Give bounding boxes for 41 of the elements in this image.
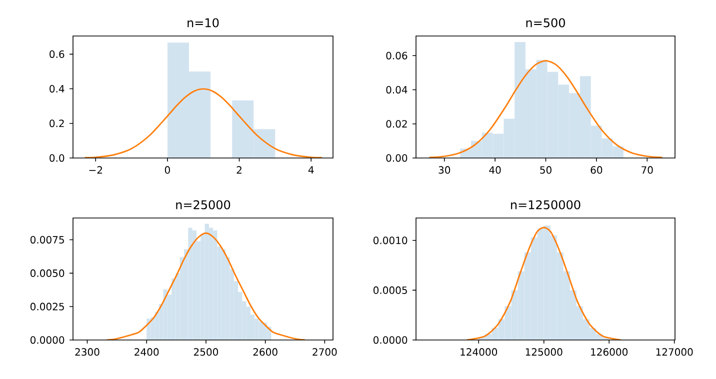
line-series bbox=[84, 88, 323, 158]
x-tick-label: −2 bbox=[89, 166, 102, 174]
x-tick-label: 2700 bbox=[312, 348, 337, 356]
y-tick-label: 0.0075 bbox=[30, 236, 64, 244]
x-tick-label: 2400 bbox=[134, 348, 159, 356]
y-tick-label: 0.0005 bbox=[374, 286, 407, 294]
y-tick-label: 0.6 bbox=[50, 50, 64, 58]
y-tick-label: 0.0 bbox=[50, 154, 64, 162]
y-tick-label: 0.4 bbox=[50, 84, 64, 93]
x-tick-label: 2600 bbox=[253, 348, 278, 356]
chart-title: n=500 bbox=[526, 18, 565, 28]
y-tick-label: 0.0025 bbox=[30, 302, 64, 310]
y-tick-label: 0.2 bbox=[50, 120, 64, 128]
x-tick-label: 2 bbox=[236, 166, 242, 174]
x-tick-label: 127000 bbox=[656, 348, 693, 356]
y-tick-label: 0.00 bbox=[386, 154, 408, 162]
x-tick-label: 60 bbox=[590, 166, 602, 174]
chart-title: n=10 bbox=[188, 18, 219, 28]
x-tick-label: 126000 bbox=[591, 348, 628, 356]
y-tick-label: 0.06 bbox=[386, 52, 408, 60]
line-series bbox=[106, 232, 306, 340]
y-tick-label: 0.0000 bbox=[30, 336, 64, 344]
y-tick-label: 0.04 bbox=[386, 86, 408, 94]
y-tick-label: 0.0000 bbox=[374, 336, 408, 344]
line-series bbox=[428, 60, 664, 158]
x-tick-label: 50 bbox=[540, 166, 552, 174]
x-tick-label: 2300 bbox=[75, 348, 100, 356]
x-tick-label: 4 bbox=[308, 166, 314, 174]
x-tick-label: 2500 bbox=[194, 348, 218, 356]
x-tick-label: 40 bbox=[489, 166, 501, 174]
x-tick-label: 30 bbox=[438, 166, 450, 174]
x-tick-label: 124000 bbox=[460, 348, 498, 356]
y-tick-label: 0.0050 bbox=[30, 269, 64, 277]
x-tick-label: 125000 bbox=[526, 348, 562, 356]
x-tick-label: 0 bbox=[164, 166, 170, 174]
y-tick-label: 0.0010 bbox=[374, 236, 408, 244]
chart-title: n=1250000 bbox=[511, 200, 580, 210]
chart-title: n=25000 bbox=[176, 200, 230, 210]
x-tick-label: 70 bbox=[642, 166, 653, 174]
line-series bbox=[466, 226, 622, 340]
y-tick-label: 0.02 bbox=[386, 120, 407, 128]
